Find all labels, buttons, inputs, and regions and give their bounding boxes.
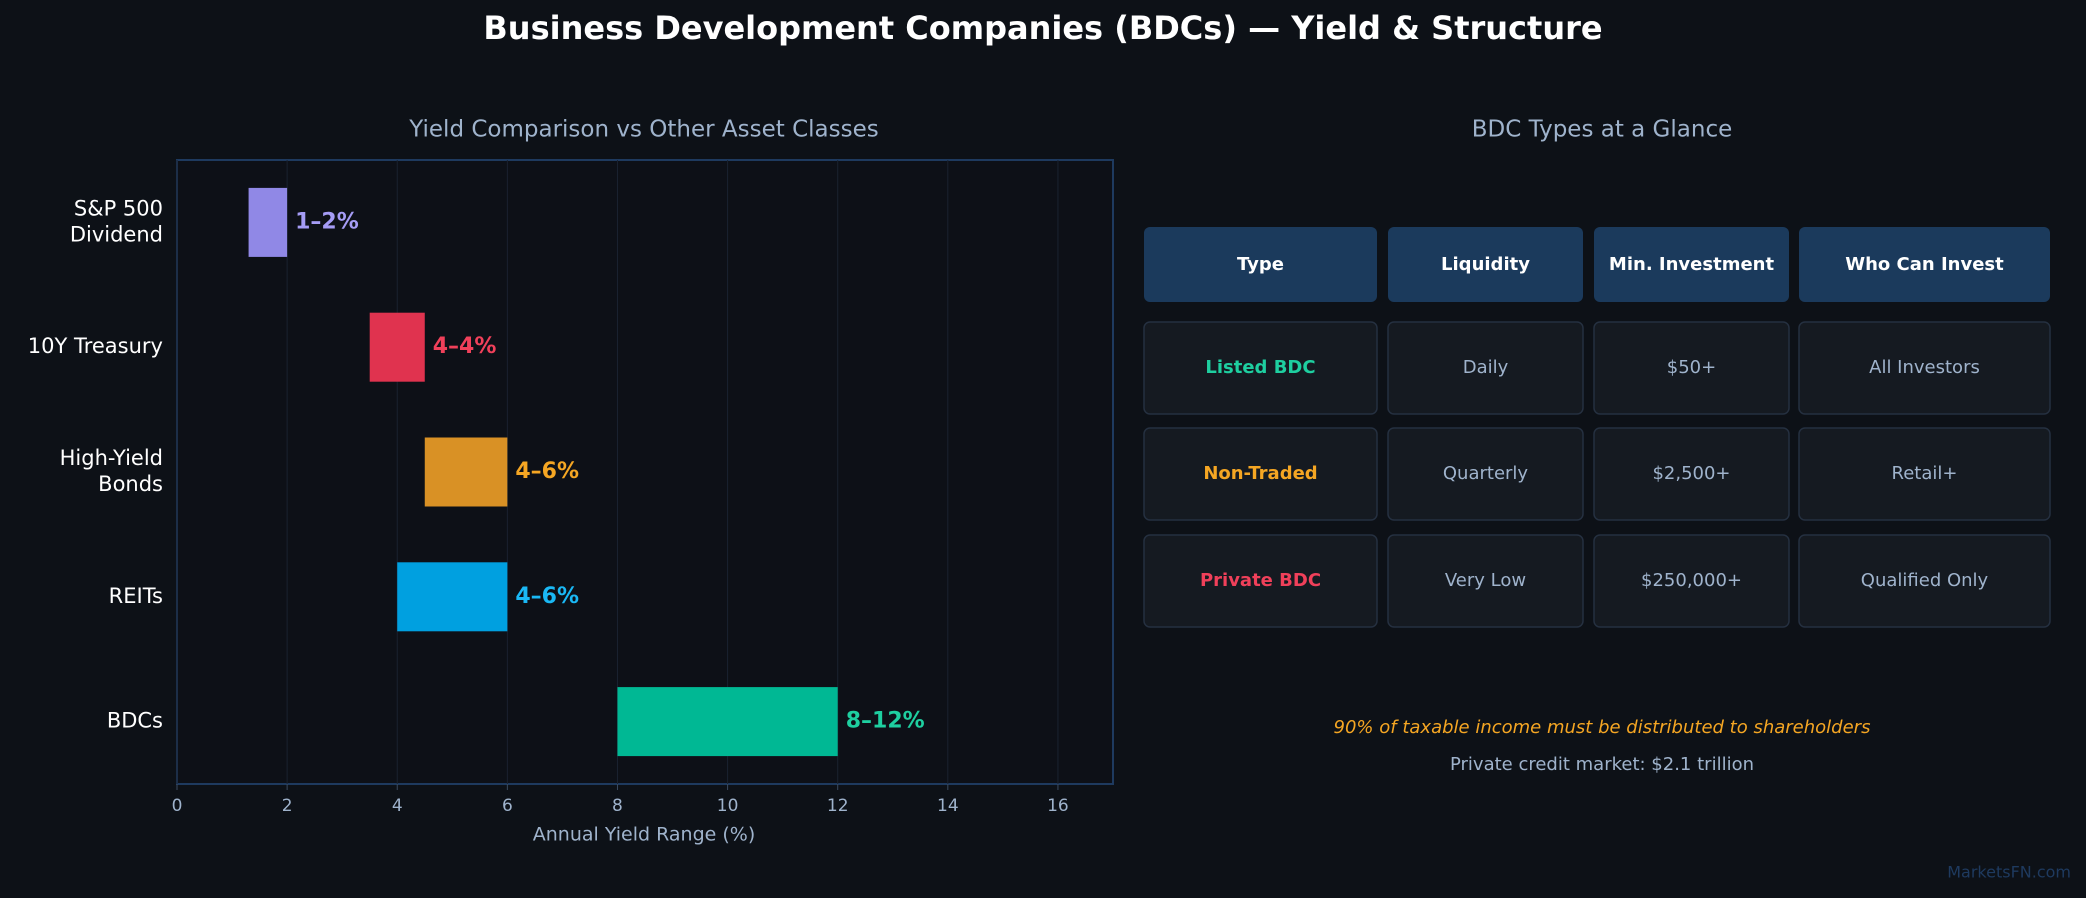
x-tick-label: 12 [827, 796, 849, 816]
note: 90% of taxable income must be distribute… [1334, 717, 1871, 738]
header-text: Liquidity [1441, 254, 1530, 275]
value-label: 4–4% [433, 334, 497, 359]
table-cell [1143, 427, 1378, 521]
cell-text: Listed BDC [1205, 357, 1315, 378]
bar [424, 437, 508, 507]
bar [397, 562, 508, 632]
table-cell [1593, 427, 1790, 521]
cell-text: All Investors [1869, 357, 1980, 378]
table-cell [1798, 534, 2051, 628]
y-tick-label: High-Yield Bonds [60, 446, 163, 496]
header-cell [1144, 227, 1377, 302]
x-tick-label: 16 [1047, 796, 1069, 816]
note: Private credit market: $2.1 trillion [1450, 754, 1754, 775]
x-tick-label: 4 [392, 796, 403, 816]
header-cell [1799, 227, 2050, 302]
cell-text: Quarterly [1443, 463, 1529, 484]
value-label: 4–6% [515, 584, 579, 609]
cell-text: Daily [1463, 357, 1509, 378]
x-tick-label: 6 [502, 796, 513, 816]
page-title: Business Development Companies (BDCs) — … [483, 9, 1602, 47]
chart-title: Yield Comparison vs Other Asset Classes [408, 117, 878, 143]
bar [617, 687, 838, 757]
table-title: BDC Types at a Glance [1472, 117, 1733, 143]
table-cell [1387, 427, 1584, 521]
x-tick-label: 0 [172, 796, 183, 816]
table-cell [1387, 534, 1584, 628]
bar [369, 312, 425, 382]
cell-text: $250,000+ [1641, 570, 1742, 591]
table-cell [1143, 321, 1378, 415]
cell-text: Private BDC [1200, 570, 1321, 591]
x-axis-label: Annual Yield Range (%) [533, 824, 756, 846]
y-tick-label: S&P 500 Dividend [70, 196, 163, 246]
value-label: 4–6% [515, 459, 579, 484]
plot-area [176, 159, 1114, 785]
header-text: Min. Investment [1609, 254, 1775, 275]
value-label: 8–12% [846, 709, 925, 734]
watermark: MarketsFN.com [1947, 863, 2071, 882]
bar [248, 187, 288, 257]
table-cell [1143, 534, 1378, 628]
cell-text: Very Low [1445, 570, 1526, 591]
header-cell [1594, 227, 1789, 302]
y-tick-label: BDCs [107, 709, 163, 733]
x-tick-label: 8 [612, 796, 623, 816]
table-cell [1387, 321, 1584, 415]
table-cell [1593, 321, 1790, 415]
header-text: Who Can Invest [1845, 254, 2004, 275]
x-tick-label: 10 [717, 796, 739, 816]
cell-text: $2,500+ [1652, 463, 1730, 484]
table-cell [1798, 321, 2051, 415]
x-tick-label: 14 [937, 796, 959, 816]
table-cell [1593, 534, 1790, 628]
header-text: Type [1237, 254, 1284, 275]
y-tick-label: 10Y Treasury [28, 334, 163, 358]
y-tick-label: REITs [109, 584, 163, 608]
header-cell [1388, 227, 1583, 302]
x-tick-label: 2 [282, 796, 293, 816]
table-cell [1798, 427, 2051, 521]
cell-text: Non-Traded [1203, 463, 1317, 484]
cell-text: Qualified Only [1861, 570, 1989, 591]
value-label: 1–2% [295, 209, 359, 234]
cell-text: $50+ [1667, 357, 1716, 378]
cell-text: Retail+ [1892, 463, 1958, 484]
